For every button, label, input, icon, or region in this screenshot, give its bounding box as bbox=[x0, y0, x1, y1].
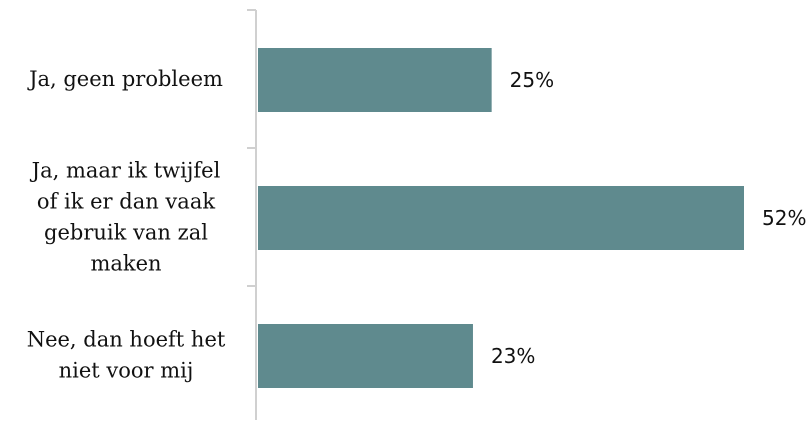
category-axis-labels: Ja, geen probleem Ja, maar ik twijfel of i… bbox=[27, 67, 226, 383]
category-label: Ja, geen probleem bbox=[27, 67, 223, 91]
category-label: Nee, dan hoeft het bbox=[27, 328, 226, 352]
category-axis bbox=[247, 9, 257, 420]
bar-value-label: 23% bbox=[491, 344, 535, 368]
bar bbox=[258, 186, 744, 250]
bar bbox=[258, 324, 473, 388]
value-labels: 25% 52% 23% bbox=[491, 68, 806, 368]
category-label: of ik er dan vaak bbox=[37, 190, 215, 214]
bars bbox=[258, 48, 744, 388]
category-label: gebruik van zal bbox=[44, 221, 208, 245]
category-label: maken bbox=[90, 252, 161, 276]
category-label: Ja, maar ik twijfel bbox=[30, 159, 221, 183]
category-label: niet voor mij bbox=[59, 359, 194, 383]
bar-value-label: 52% bbox=[762, 206, 806, 230]
bar-value-label: 25% bbox=[510, 68, 554, 92]
bar bbox=[258, 48, 492, 112]
